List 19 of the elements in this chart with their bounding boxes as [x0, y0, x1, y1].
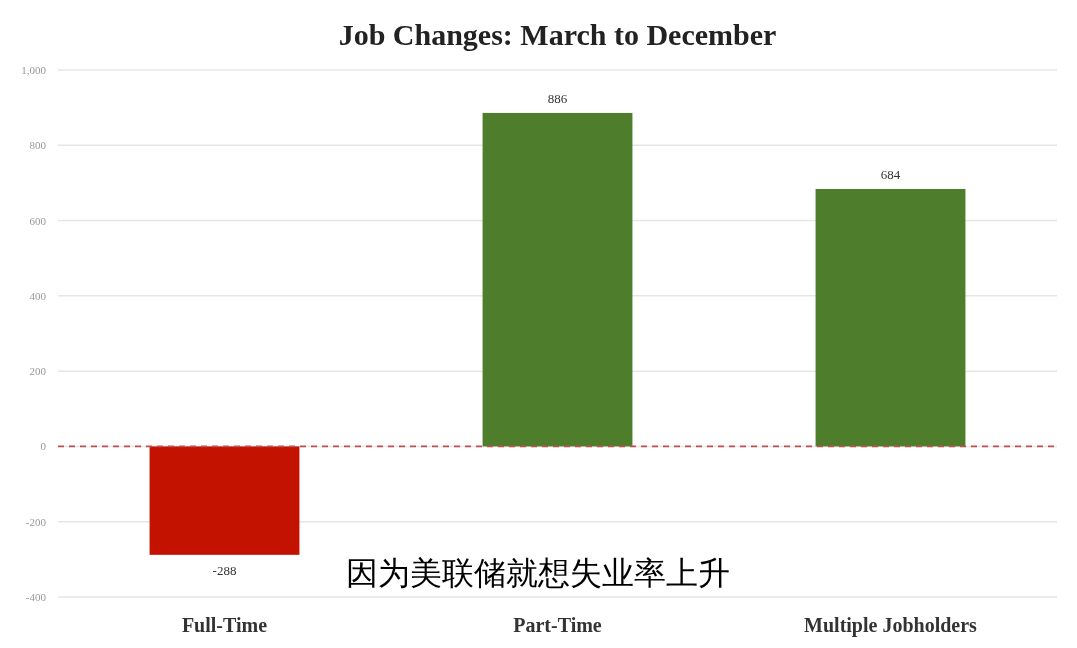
chart-title: Job Changes: March to December: [338, 18, 777, 51]
y-tick-label: -200: [25, 515, 47, 528]
x-tick-label: Part-Time: [513, 614, 602, 636]
y-tick-label: 800: [29, 139, 47, 152]
annotation: 因为美联储就想失业率上升: [346, 554, 730, 592]
y-tick-label: 600: [29, 214, 47, 227]
y-tick-label: 0: [40, 440, 47, 453]
x-tick-label: Multiple Jobholders: [804, 614, 978, 637]
bar: [815, 188, 966, 447]
bar: [482, 112, 633, 447]
y-tick-label: 200: [29, 365, 47, 378]
y-tick-label: 400: [29, 289, 47, 302]
data-label: 886: [547, 90, 568, 106]
y-tick-label: 1,000: [21, 64, 47, 76]
data-label: -288: [212, 562, 237, 578]
bar: [149, 446, 300, 555]
data-label: 684: [880, 166, 901, 182]
y-tick-label: -400: [25, 591, 47, 603]
x-tick-label: Full-Time: [181, 614, 268, 636]
